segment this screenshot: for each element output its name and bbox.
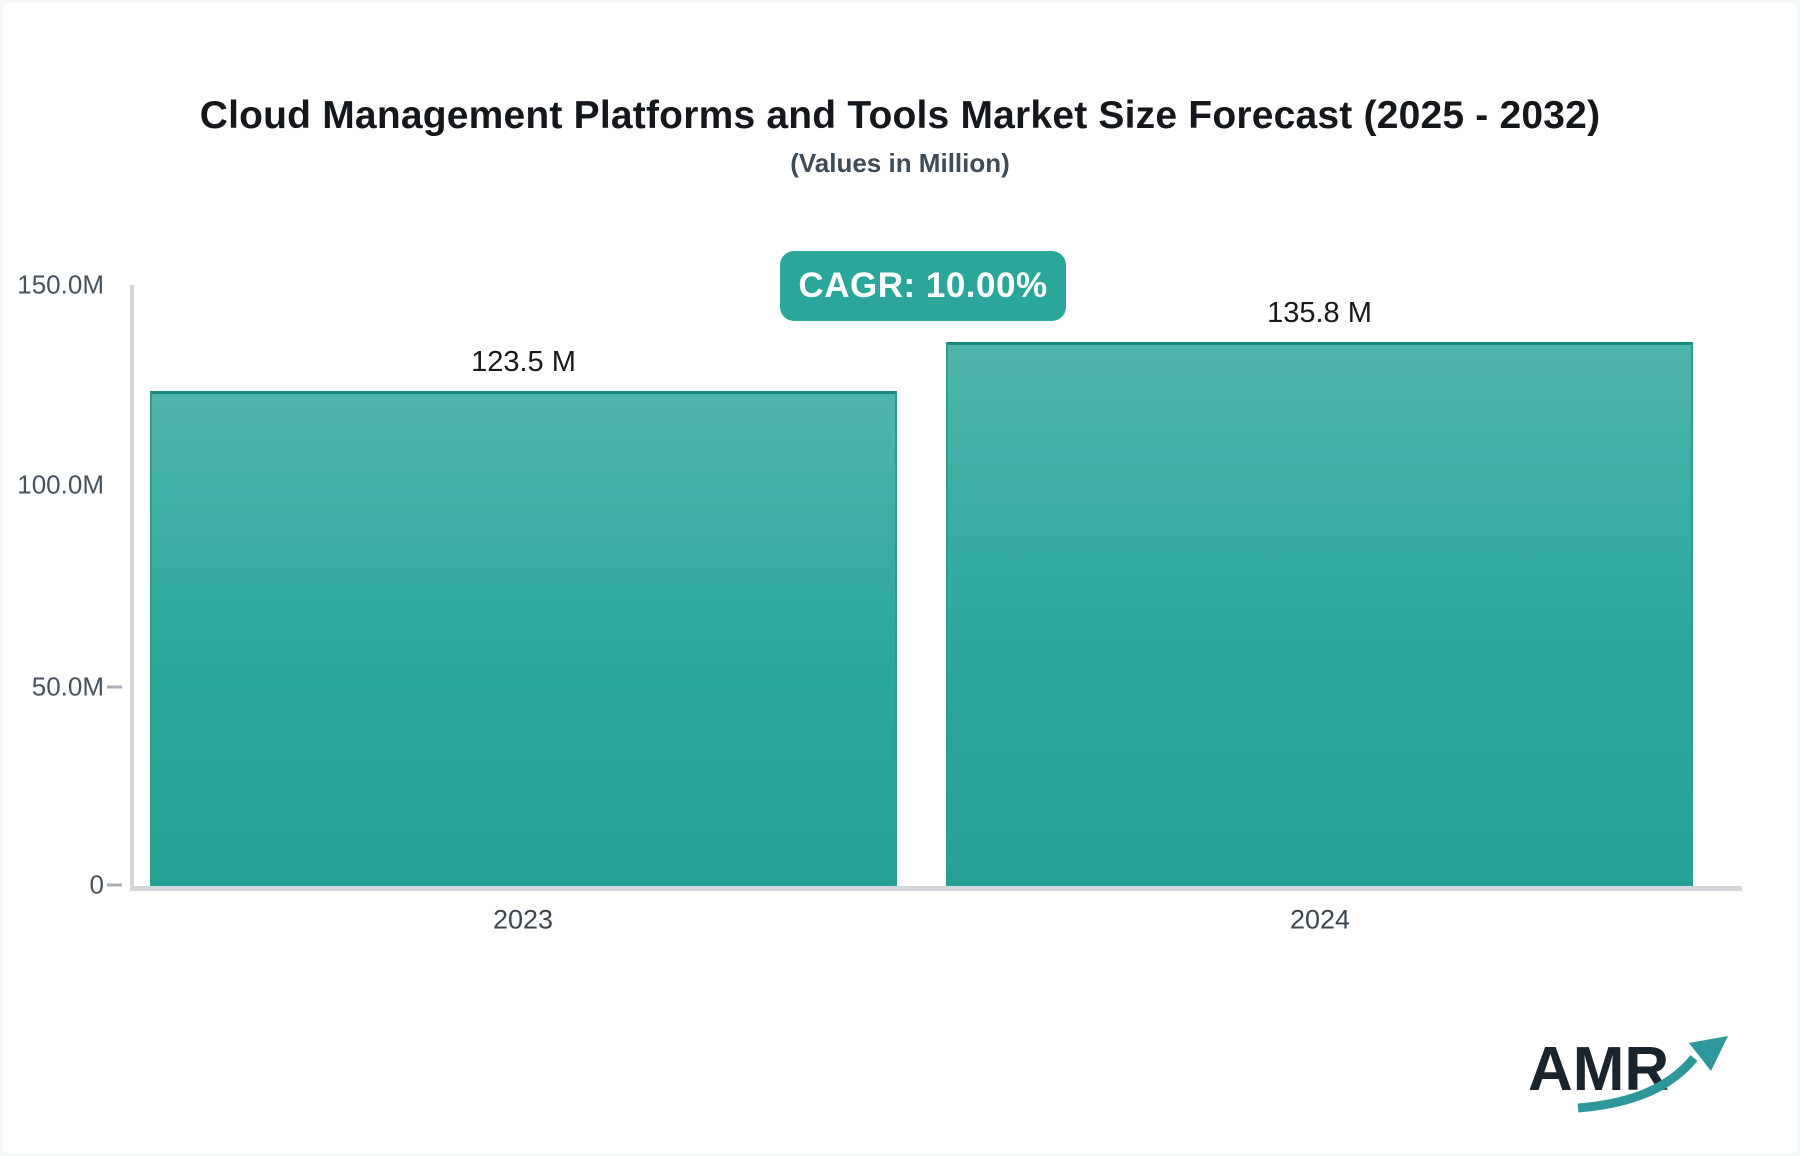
bar-2024 <box>946 341 1693 886</box>
y-tick-150m: 150.0M <box>17 269 104 300</box>
bar-value-label-2023: 123.5 M <box>471 346 576 379</box>
cagr-badge-label: CAGR: 10.00% <box>798 266 1048 305</box>
bar-value-label-2024: 135.8 M <box>1267 296 1372 329</box>
bar-2023 <box>150 391 897 886</box>
bar-group-2023: 123.5 M <box>150 285 897 886</box>
y-tick-50m: 50.0M <box>31 671 104 702</box>
y-axis-line <box>130 285 134 886</box>
y-tick-dash-50m <box>107 685 122 689</box>
x-category-2024: 2024 <box>1289 904 1351 935</box>
amr-logo: AMR <box>1528 1035 1728 1113</box>
amr-logo-arrow-head <box>1689 1036 1728 1071</box>
amr-logo-arrow-swoosh <box>1577 1055 1698 1113</box>
bar-group-2024: 135.8 M <box>946 285 1693 886</box>
y-tick-dash-0 <box>107 883 122 887</box>
cagr-badge: CAGR: 10.00% <box>780 251 1066 321</box>
chart-subtitle: (Values in Million) <box>790 148 1010 178</box>
plot-area: 123.5 M 135.8 M <box>130 285 1742 886</box>
x-category-2023: 2023 <box>492 904 554 935</box>
chart-title: Cloud Management Platforms and Tools Mar… <box>199 94 1601 137</box>
y-tick-0: 0 <box>89 869 104 900</box>
y-tick-100m: 100.0M <box>17 469 104 500</box>
x-axis-line <box>130 886 1742 891</box>
